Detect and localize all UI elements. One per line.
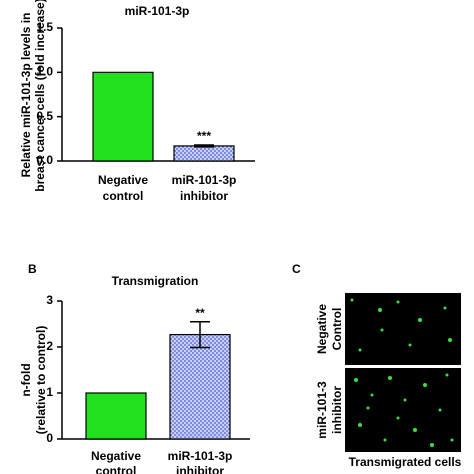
y-tick-label: 0.5 (36, 109, 53, 123)
x-tick-label: miR-101-3p (168, 449, 233, 463)
caption: Transmigrated cells (349, 455, 462, 469)
bar (92, 71, 154, 162)
x-tick-label: control (96, 464, 137, 474)
y-tick-label: 1.5 (36, 20, 53, 34)
micrograph (345, 368, 461, 452)
y-tick-label: 1.0 (36, 65, 53, 79)
significance: ** (195, 306, 205, 320)
bar (173, 145, 235, 162)
cells (350, 298, 454, 447)
y-tick-label: 3 (46, 293, 53, 307)
x-tick-label: Negative (91, 449, 141, 463)
x-tick-label: inhibitor (176, 464, 224, 474)
y-axis-label: Relative miR-101-3p levels in (19, 13, 33, 178)
y-axis-label: breast cancer cells (fold increase) (33, 0, 47, 192)
bar (85, 392, 147, 440)
error-bar (190, 320, 210, 349)
panel-label: C (292, 262, 301, 276)
y-axis-label: (relative to control) (34, 326, 48, 435)
row-label: inhibitor (330, 386, 344, 434)
y-axis-label: n-fold (19, 363, 33, 396)
y-tick-label: 1 (46, 385, 53, 399)
chart-title: Transmigration (112, 274, 199, 288)
y-tick-label: 0.0 (36, 153, 53, 167)
bar (169, 333, 231, 440)
micrograph (345, 293, 461, 365)
row-label: Control (330, 308, 344, 351)
x-tick-label: Negative (98, 173, 148, 187)
x-tick-label: control (103, 189, 144, 203)
significance: *** (197, 129, 211, 143)
row-label: Negative (315, 304, 329, 354)
x-tick-label: inhibitor (180, 189, 228, 203)
error-bar (194, 144, 214, 148)
panel-label: B (28, 262, 37, 276)
chart-title: miR-101-3p (125, 4, 190, 18)
x-tick-label: miR-101-3p (172, 173, 237, 187)
y-tick-label: 2 (46, 339, 53, 353)
row-label: miR-101-3 (315, 381, 329, 439)
y-tick-label: 0 (46, 431, 53, 445)
